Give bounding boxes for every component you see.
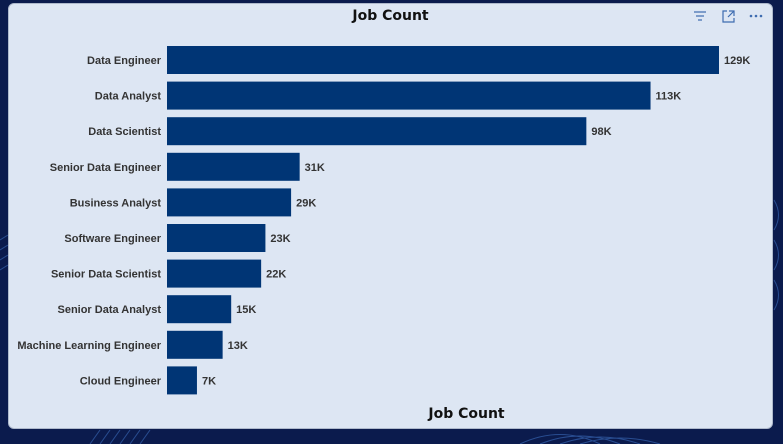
bar-chart-plot: Data Engineer 129K Data Analyst 113K Data Sc… <box>17 46 750 395</box>
chart-title: Job Count <box>352 8 429 24</box>
data-label: 15K <box>236 304 256 316</box>
bar[interactable] <box>167 81 651 110</box>
data-label: 113K <box>656 91 682 103</box>
bar[interactable] <box>167 188 292 217</box>
bar[interactable] <box>167 152 300 181</box>
data-label: 29K <box>296 197 316 209</box>
data-label: 129K <box>724 55 750 67</box>
data-label: 22K <box>266 269 286 281</box>
filter-icon[interactable] <box>688 6 712 26</box>
category-label: Senior Data Engineer <box>50 162 162 174</box>
category-label: Cloud Engineer <box>80 375 162 387</box>
bar[interactable] <box>167 295 232 324</box>
chart-visual-container[interactable]: Job Count Data Engineer 129K Data Analyst 1… <box>8 3 773 429</box>
category-label: Machine Learning Engineer <box>17 340 161 352</box>
category-label: Data Engineer <box>87 55 162 67</box>
more-options-icon[interactable] <box>744 6 768 26</box>
x-axis-title: Job Count <box>428 406 505 422</box>
data-label: 13K <box>228 340 248 352</box>
data-label: 23K <box>270 233 290 245</box>
bar[interactable] <box>167 259 262 288</box>
category-label: Senior Data Analyst <box>57 304 161 316</box>
bar[interactable] <box>167 224 266 252</box>
category-label: Senior Data Scientist <box>51 269 161 281</box>
bar[interactable] <box>167 366 197 395</box>
data-label: 31K <box>305 162 325 174</box>
bar[interactable] <box>167 117 587 146</box>
visual-header-toolbar <box>688 6 768 26</box>
data-label: 98K <box>591 126 611 138</box>
category-label: Software Engineer <box>64 233 161 245</box>
focus-mode-icon[interactable] <box>716 6 740 26</box>
category-label: Data Scientist <box>88 126 161 138</box>
bar[interactable] <box>167 46 719 74</box>
category-label: Business Analyst <box>70 197 162 209</box>
data-label: 7K <box>202 375 216 387</box>
category-label: Data Analyst <box>95 91 162 103</box>
bar[interactable] <box>167 330 223 359</box>
